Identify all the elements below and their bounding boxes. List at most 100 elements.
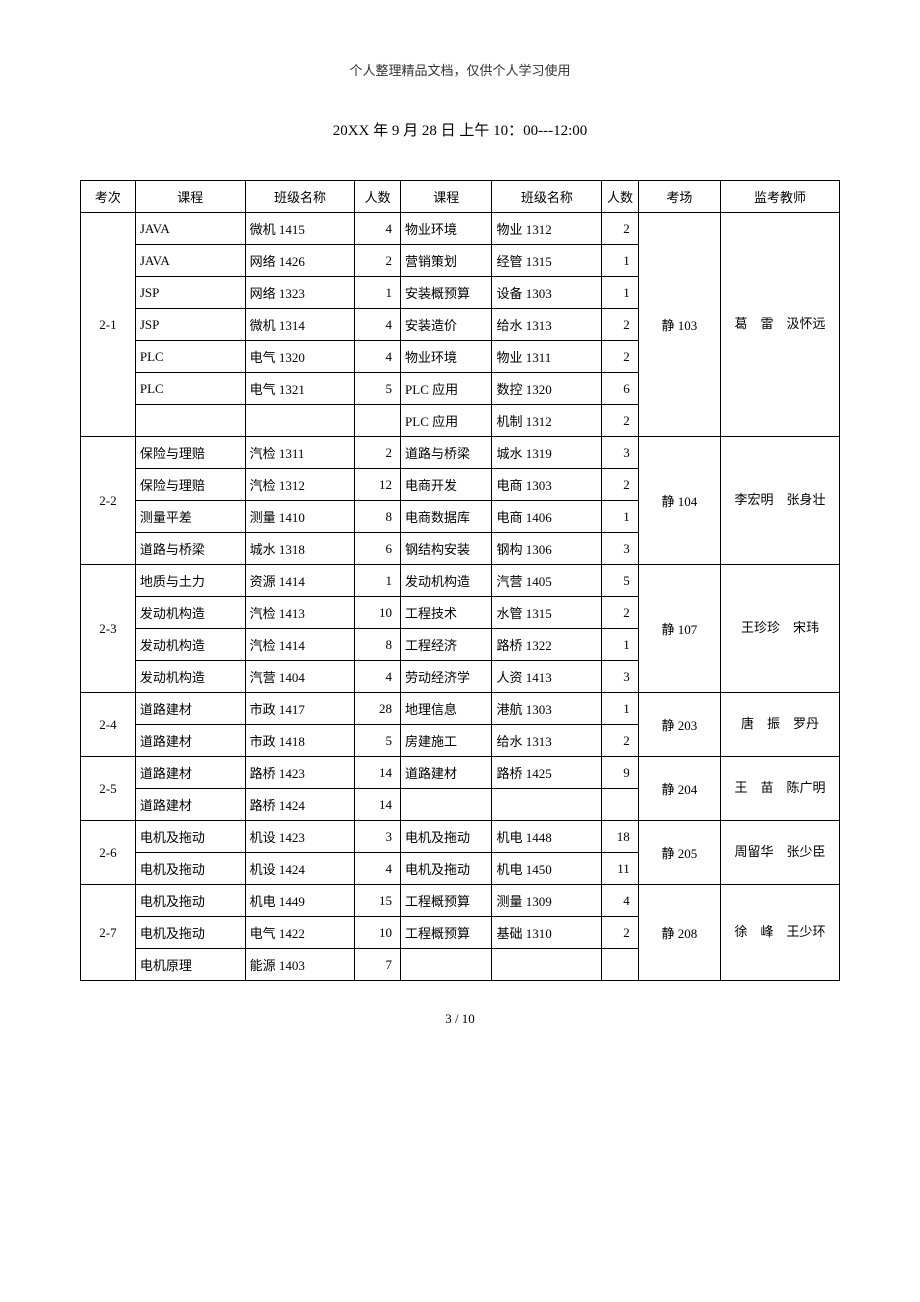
cell-class1: 机电 1449: [245, 885, 355, 917]
cell-count2: 1: [602, 245, 639, 277]
cell-course2: 地理信息: [401, 693, 492, 725]
cell-class1: 微机 1415: [245, 213, 355, 245]
cell-class1: 汽检 1414: [245, 629, 355, 661]
cell-class1: 机设 1423: [245, 821, 355, 853]
cell-course1: 测量平差: [135, 501, 245, 533]
cell-class1: 市政 1418: [245, 725, 355, 757]
cell-room: 静 208: [638, 885, 720, 981]
cell-course1: 电机及拖动: [135, 853, 245, 885]
cell-class1: 路桥 1423: [245, 757, 355, 789]
cell-class2: 水管 1315: [492, 597, 602, 629]
cell-exam: 2-5: [81, 757, 136, 821]
cell-course2: 电机及拖动: [401, 853, 492, 885]
cell-class1: 路桥 1424: [245, 789, 355, 821]
cell-class2: 物业 1311: [492, 341, 602, 373]
header-room: 考场: [638, 181, 720, 213]
cell-exam: 2-7: [81, 885, 136, 981]
header-exam: 考次: [81, 181, 136, 213]
cell-course2: 安装概预算: [401, 277, 492, 309]
cell-count2: 18: [602, 821, 639, 853]
cell-course2: 物业环境: [401, 341, 492, 373]
cell-class2: 路桥 1322: [492, 629, 602, 661]
cell-exam: 2-1: [81, 213, 136, 437]
cell-course2: [401, 789, 492, 821]
cell-count1: 14: [355, 789, 401, 821]
cell-class1: 电气 1422: [245, 917, 355, 949]
cell-class2: [492, 949, 602, 981]
cell-course2: 物业环境: [401, 213, 492, 245]
cell-room: 静 204: [638, 757, 720, 821]
cell-class2: 电商 1303: [492, 469, 602, 501]
cell-class2: 给水 1313: [492, 725, 602, 757]
cell-count2: 2: [602, 213, 639, 245]
table-row: 2-2保险与理赔汽检 13112道路与桥梁城水 13193静 104李宏明 张身…: [81, 437, 840, 469]
cell-count2: 2: [602, 597, 639, 629]
cell-room: 静 205: [638, 821, 720, 885]
cell-class2: 人资 1413: [492, 661, 602, 693]
cell-count2: 6: [602, 373, 639, 405]
cell-class1: 城水 1318: [245, 533, 355, 565]
cell-class2: 汽营 1405: [492, 565, 602, 597]
cell-course1: 电机及拖动: [135, 885, 245, 917]
cell-course2: 电机及拖动: [401, 821, 492, 853]
cell-count2: 1: [602, 629, 639, 661]
cell-count2: 2: [602, 725, 639, 757]
schedule-table: 考次 课程 班级名称 人数 课程 班级名称 人数 考场 监考教师 2-1JAVA…: [80, 180, 840, 981]
table-row: 2-6电机及拖动机设 14233电机及拖动机电 144818静 205周留华 张…: [81, 821, 840, 853]
cell-count1: [355, 405, 401, 437]
cell-count1: 2: [355, 245, 401, 277]
cell-count2: 2: [602, 405, 639, 437]
cell-room: 静 103: [638, 213, 720, 437]
cell-count2: 3: [602, 533, 639, 565]
cell-course1: 电机及拖动: [135, 917, 245, 949]
cell-course1: 道路建材: [135, 757, 245, 789]
cell-class2: 数控 1320: [492, 373, 602, 405]
cell-class2: 城水 1319: [492, 437, 602, 469]
cell-count1: 8: [355, 629, 401, 661]
cell-teacher: 周留华 张少臣: [721, 821, 840, 885]
cell-course2: 发动机构造: [401, 565, 492, 597]
cell-course1: 发动机构造: [135, 629, 245, 661]
cell-course1: 道路建材: [135, 789, 245, 821]
cell-teacher: 李宏明 张身壮: [721, 437, 840, 565]
cell-count2: 1: [602, 693, 639, 725]
cell-class2: 钢构 1306: [492, 533, 602, 565]
cell-course2: 安装造价: [401, 309, 492, 341]
cell-class1: 资源 1414: [245, 565, 355, 597]
cell-count1: 3: [355, 821, 401, 853]
cell-count2: 3: [602, 661, 639, 693]
cell-course2: 道路建材: [401, 757, 492, 789]
cell-count1: 1: [355, 277, 401, 309]
cell-class1: 汽检 1311: [245, 437, 355, 469]
header-course2: 课程: [401, 181, 492, 213]
cell-course1: [135, 405, 245, 437]
cell-count2: 1: [602, 277, 639, 309]
cell-count1: 12: [355, 469, 401, 501]
cell-count2: 9: [602, 757, 639, 789]
cell-count1: 14: [355, 757, 401, 789]
cell-course2: 工程技术: [401, 597, 492, 629]
cell-count1: 5: [355, 725, 401, 757]
cell-class2: 给水 1313: [492, 309, 602, 341]
cell-course2: 营销策划: [401, 245, 492, 277]
cell-class1: 测量 1410: [245, 501, 355, 533]
cell-room: 静 104: [638, 437, 720, 565]
cell-count2: [602, 789, 639, 821]
cell-exam: 2-3: [81, 565, 136, 693]
page-footer: 3 / 10: [80, 1011, 840, 1027]
cell-count1: 7: [355, 949, 401, 981]
table-row: 2-1JAVA微机 14154物业环境物业 13122静 103葛 雷 汲怀远: [81, 213, 840, 245]
cell-course2: 工程概预算: [401, 917, 492, 949]
cell-count2: 2: [602, 309, 639, 341]
cell-course2: 劳动经济学: [401, 661, 492, 693]
cell-count1: 10: [355, 917, 401, 949]
cell-count1: 5: [355, 373, 401, 405]
cell-course1: JAVA: [135, 213, 245, 245]
table-row: 2-5道路建材路桥 142314道路建材路桥 14259静 204王 苗 陈广明: [81, 757, 840, 789]
cell-room: 静 107: [638, 565, 720, 693]
cell-class1: 网络 1323: [245, 277, 355, 309]
cell-course1: 地质与土力: [135, 565, 245, 597]
cell-course2: PLC 应用: [401, 405, 492, 437]
table-row: 2-7电机及拖动机电 144915工程概预算测量 13094静 208徐 峰 王…: [81, 885, 840, 917]
cell-class2: 机电 1450: [492, 853, 602, 885]
